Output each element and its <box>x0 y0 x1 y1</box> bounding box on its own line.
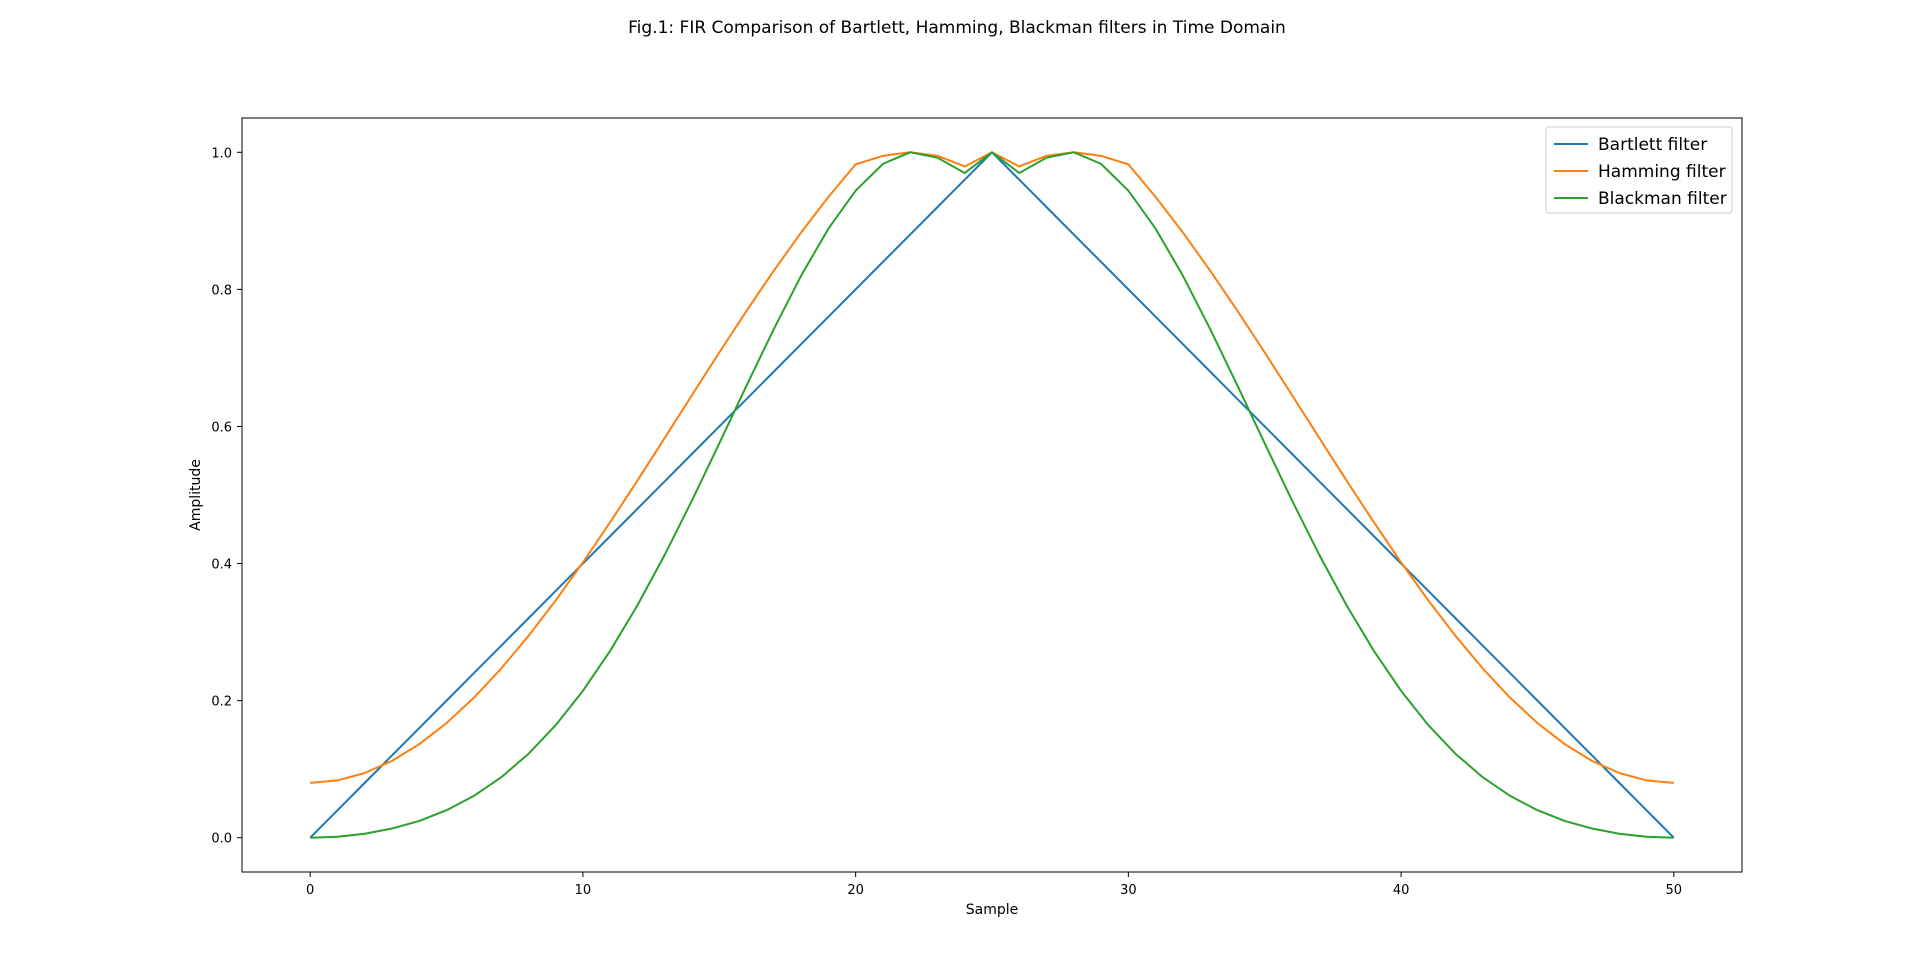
y-tick-label: 0.0 <box>211 832 232 847</box>
y-tick-label: 1.0 <box>211 146 232 161</box>
series-line-2 <box>310 151 1674 839</box>
legend-box <box>1545 126 1733 214</box>
legend-label-1: Hamming filter <box>1598 162 1726 182</box>
y-tick-label: 0.6 <box>211 420 232 435</box>
legend: Bartlett filter Hamming filter Blackman fi… <box>1545 126 1733 214</box>
y-tick-label: 0.2 <box>211 695 232 710</box>
legend-label-0: Bartlett filter <box>1598 135 1707 155</box>
x-axis: 0 10 20 30 40 50 <box>306 872 1682 898</box>
x-axis-label: Sample <box>966 902 1019 918</box>
y-tick-label: 0.8 <box>211 283 232 298</box>
plot-area <box>241 117 1743 873</box>
x-tick-label: 10 <box>575 883 592 898</box>
series-layer <box>309 151 1675 839</box>
x-tick-label: 30 <box>1120 883 1137 898</box>
y-tick-label: 0.4 <box>211 558 232 573</box>
x-tick-label: 20 <box>847 883 864 898</box>
x-tick-label: 0 <box>306 883 314 898</box>
x-tick-label: 50 <box>1666 883 1683 898</box>
y-axis-label: Amplitude <box>188 459 204 531</box>
legend-label-2: Blackman filter <box>1598 189 1727 209</box>
y-axis: 0.0 0.2 0.4 0.6 0.8 1.0 <box>211 146 242 847</box>
x-tick-label: 40 <box>1393 883 1410 898</box>
chart-title: Fig.1: FIR Comparison of Bartlett, Hammi… <box>628 18 1286 38</box>
